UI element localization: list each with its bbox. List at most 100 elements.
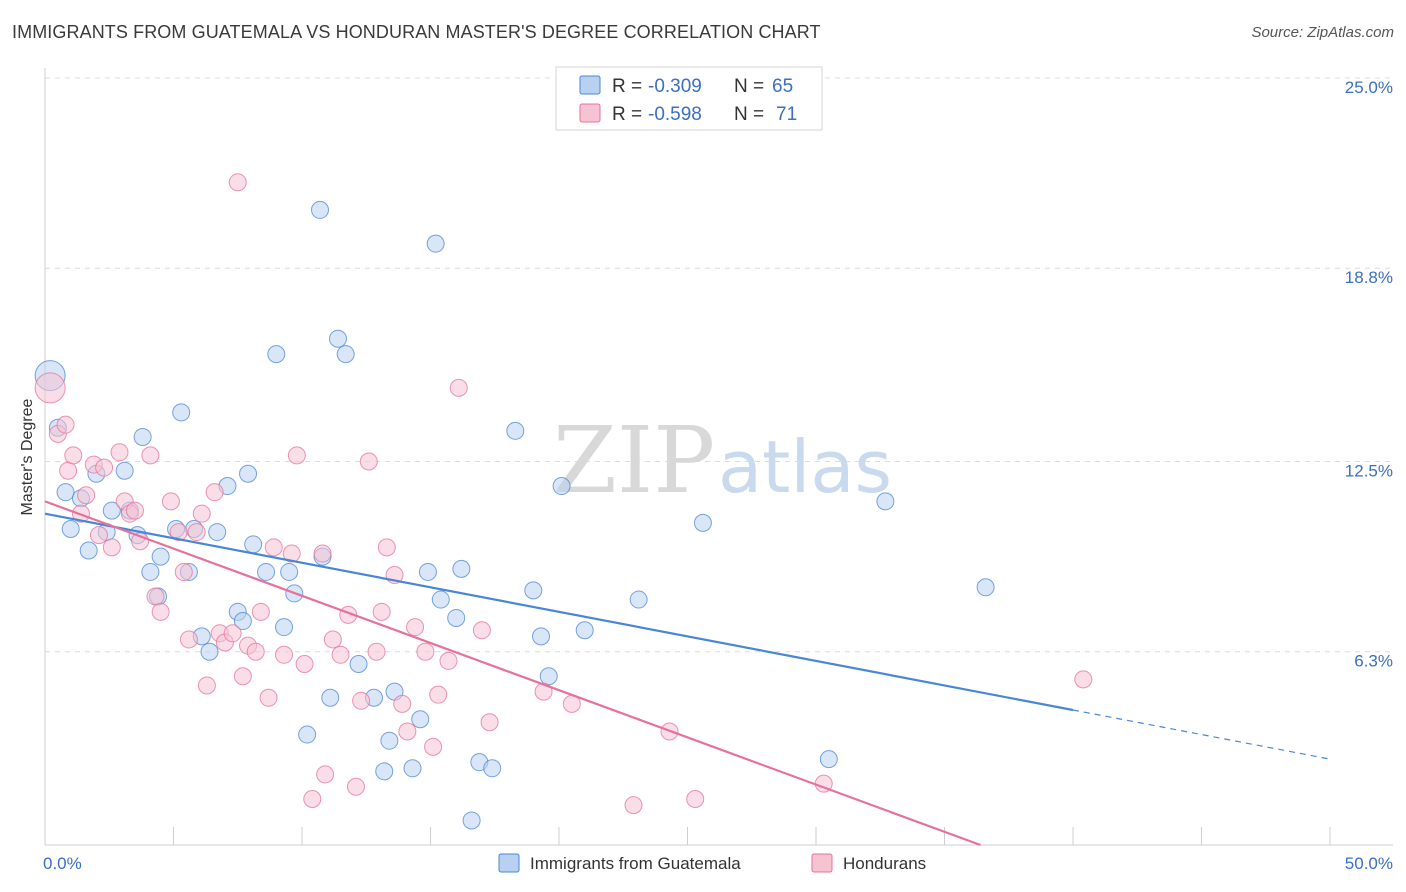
point-hondurans [169,523,188,542]
watermark: ZIP atlas [553,407,892,514]
point-hondurans [192,504,211,523]
point-guatemala [452,559,471,578]
point-guatemala [133,427,152,446]
x-tick-label: 0.0% [43,854,82,873]
legend-r-value-1: -0.309 [648,76,702,97]
trend-lines [44,500,1331,847]
point-hondurans [416,642,435,661]
legend-n-label-1: N = [734,76,764,97]
point-hondurans [89,526,108,545]
point-guatemala [321,688,340,707]
point-hondurans [179,630,198,649]
point-guatemala [328,329,347,348]
legend-n-label-2: N = [734,104,764,125]
axes [44,68,1393,846]
point-hondurans [313,544,332,563]
point-guatemala [411,710,430,729]
y-tick-label: 6.3% [1354,652,1393,671]
point-hondurans [233,667,252,686]
point-hondurans [439,651,458,670]
point-guatemala [61,519,80,538]
point-hondurans [372,602,391,621]
point-guatemala [208,523,227,542]
legend-swatch-guatemala [579,75,601,95]
point-hondurans [424,737,443,756]
point-guatemala [380,731,399,750]
point-hondurans [34,372,66,404]
point-guatemala [310,200,329,219]
trend-line-guatemala [44,512,1074,712]
point-guatemala [151,547,170,566]
point-guatemala [200,642,219,661]
data-points [34,173,1093,830]
bottom-swatch-hondurans [811,853,833,873]
point-hondurans [264,538,283,557]
series-name-hondurans: Hondurans [843,854,926,873]
point-guatemala [819,750,838,769]
watermark-atlas: atlas [718,425,892,509]
point-hondurans [174,562,193,581]
point-hondurans [624,796,643,815]
series-legend: Immigrants from Guatemala Hondurans [498,853,926,873]
point-guatemala [280,562,299,581]
point-hondurans [228,173,247,192]
point-guatemala [239,464,258,483]
point-guatemala [336,345,355,364]
y-axis-label: Master's Degree [19,398,36,515]
point-guatemala [426,234,445,253]
point-guatemala [629,590,648,609]
point-guatemala [102,501,121,520]
point-hondurans [125,501,144,520]
point-guatemala [506,421,525,440]
point-hondurans [429,685,448,704]
point-guatemala [532,627,551,646]
point-guatemala [483,759,502,778]
point-guatemala [552,477,571,496]
point-hondurans [534,682,553,701]
point-guatemala [575,621,594,640]
point-hondurans [246,642,265,661]
legend-n-value-2: 71 [776,104,797,125]
point-hondurans [393,694,412,713]
legend-r-value-2: -0.598 [648,104,702,125]
point-guatemala [56,483,75,502]
point-guatemala [876,492,895,511]
point-hondurans [59,461,78,480]
point-hondurans [287,446,306,465]
point-guatemala [403,759,422,778]
point-guatemala [976,578,995,597]
point-hondurans [102,538,121,557]
point-hondurans [251,602,270,621]
point-guatemala [447,608,466,627]
correlation-legend: R = -0.309 N = 65 R = -0.598 N = 71 [555,66,823,131]
legend-r-label-1: R = [612,76,642,97]
source-credit: Source: ZipAtlas.com [1251,24,1394,41]
point-guatemala [233,612,252,631]
gridlines [45,77,1393,653]
point-guatemala [79,541,98,560]
point-hondurans [323,630,342,649]
chart-title: IMMIGRANTS FROM GUATEMALA VS HONDURAN MA… [12,22,821,42]
watermark-zip: ZIP [553,407,715,514]
point-hondurans [377,538,396,557]
point-hondurans [56,415,75,434]
point-hondurans [316,765,335,784]
legend-n-value-1: 65 [772,76,793,97]
point-guatemala [115,461,134,480]
point-hondurans [346,777,365,796]
point-guatemala [275,618,294,637]
point-hondurans [141,446,160,465]
point-guatemala [172,403,191,422]
legend-swatch-hondurans [579,103,601,123]
y-tick-label: 12.5% [1345,462,1393,481]
point-hondurans [367,642,386,661]
point-guatemala [267,345,286,364]
bottom-swatch-guatemala [498,853,520,873]
point-hondurans [223,624,242,643]
point-guatemala [524,581,543,600]
point-hondurans [151,602,170,621]
point-hondurans [398,722,417,741]
point-hondurans [282,544,301,563]
y-tick-label: 18.8% [1345,268,1393,287]
